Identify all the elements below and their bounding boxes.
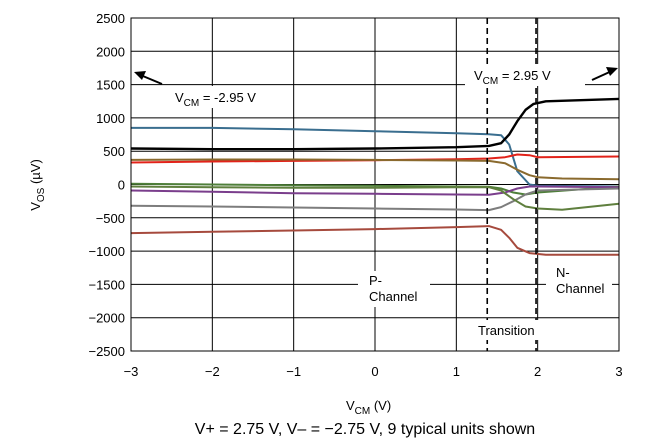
series-line-9 <box>130 225 619 256</box>
series-line-7 <box>130 187 620 212</box>
p-channel-label-line1: P- <box>369 273 382 288</box>
y-tick-label: −1000 <box>88 244 125 259</box>
x-tick-label: 3 <box>615 364 622 379</box>
vcm-high-annotation: VCM = 2.95 V <box>465 64 585 87</box>
transition-annotation: Transition <box>472 320 552 340</box>
n-channel-label-line2: Channel <box>556 281 605 296</box>
y-tick-label: 500 <box>103 144 125 159</box>
vcm-low-annotation: VCM = -2.95 V <box>166 86 276 109</box>
n-channel-annotation: N- Channel <box>546 263 612 299</box>
chart-caption: V+ = 2.75 V, V– = −2.75 V, 9 typical uni… <box>195 421 535 438</box>
x-tick-label: 0 <box>371 364 378 379</box>
vcm-high-arrow <box>591 67 618 81</box>
data-series <box>130 97 620 256</box>
p-channel-annotation: P- Channel <box>358 271 430 307</box>
series-line-1 <box>131 126 620 188</box>
y-tick-label: 2000 <box>96 44 125 59</box>
transition-label: Transition <box>478 323 535 338</box>
x-tick-label: 2 <box>534 364 541 379</box>
y-tick-label: −500 <box>96 211 125 226</box>
y-tick-label: 1500 <box>96 78 125 93</box>
series-line-6 <box>130 185 620 196</box>
x-tick-labels: −3 −2 −1 0 1 2 3 <box>124 364 623 379</box>
n-channel-label-line1: N- <box>556 265 570 280</box>
series-line-4 <box>130 158 620 181</box>
vcm-low-label: VCM = -2.95 V <box>175 90 256 109</box>
vcm-high-label: VCM = 2.95 V <box>474 68 551 87</box>
p-channel-label-line2: Channel <box>369 289 418 304</box>
y-tick-label: −2500 <box>88 344 125 359</box>
vcm-low-arrow <box>134 71 163 85</box>
y-tick-label: −2000 <box>88 311 125 326</box>
y-tick-label: 0 <box>118 178 125 193</box>
y-tick-label: 2500 <box>96 11 125 26</box>
y-tick-label: 1000 <box>96 111 125 126</box>
x-tick-label: −2 <box>205 364 220 379</box>
x-tick-label: 1 <box>453 364 460 379</box>
series-line-3 <box>130 153 620 164</box>
y-axis-title: VOS (µV) <box>28 159 47 211</box>
series-line-2 <box>130 97 620 151</box>
plot-frame <box>130 17 620 352</box>
x-tick-label: −1 <box>286 364 301 379</box>
x-axis-title: VCM (V) <box>346 398 391 417</box>
y-tick-label: −1500 <box>88 277 125 292</box>
y-tick-labels: 2500 2000 1500 1000 500 0 −500 −1000 −1500 −2000 −… <box>88 11 125 359</box>
x-tick-label: −3 <box>124 364 139 379</box>
series-line-8 <box>130 185 620 211</box>
